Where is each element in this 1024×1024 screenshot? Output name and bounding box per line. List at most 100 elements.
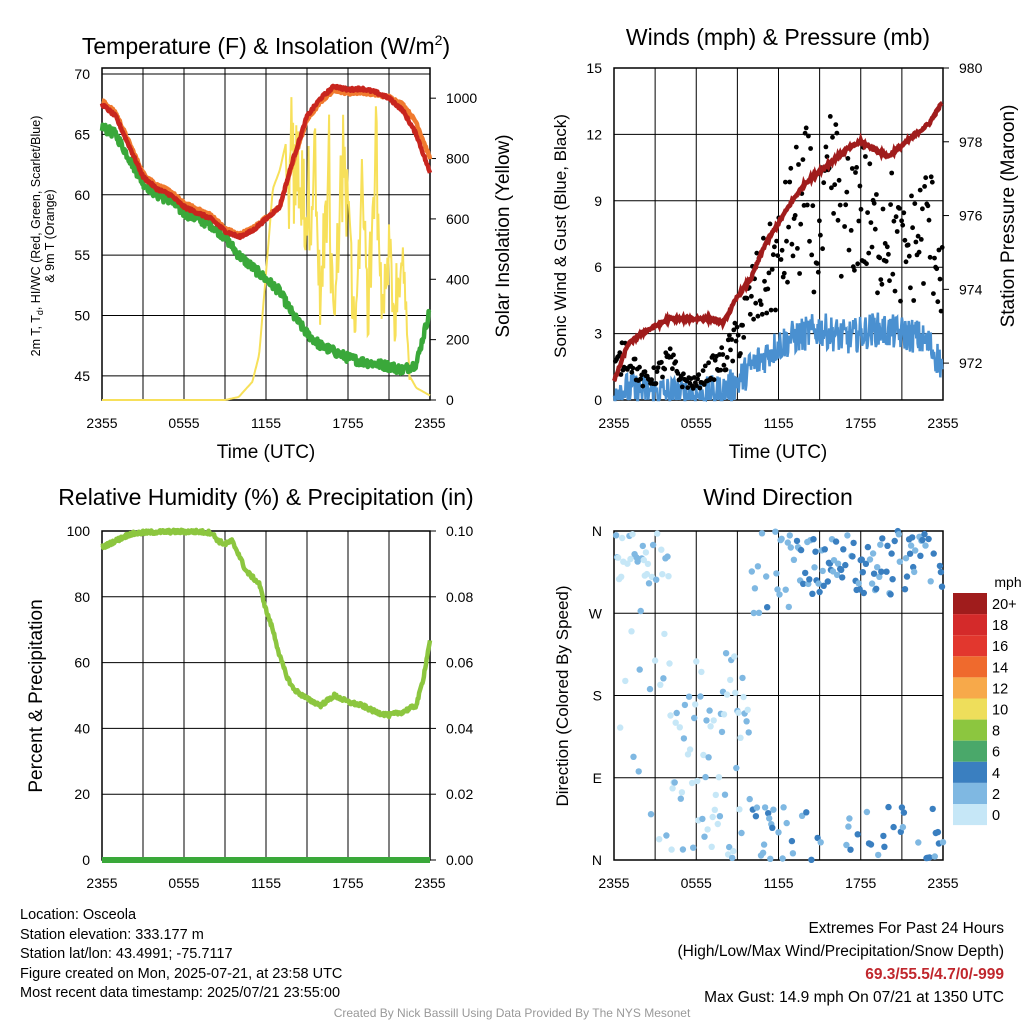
gust-point — [925, 203, 931, 209]
wind-direction-point — [895, 531, 902, 538]
legend-label: 18 — [992, 618, 1008, 634]
gust-point — [906, 253, 912, 259]
wind-direction-point — [784, 539, 791, 546]
wind-direction-point — [770, 806, 777, 813]
gust-point — [920, 206, 925, 212]
wind-direction-point — [858, 556, 865, 563]
wind-direction-point — [688, 779, 696, 787]
gust-point — [800, 157, 806, 163]
gust-point — [803, 125, 809, 131]
wind-direction-point — [854, 831, 861, 838]
wind-direction-point — [678, 789, 686, 796]
gust-point — [642, 369, 648, 375]
wind-direction-point — [786, 532, 793, 539]
gust-point — [706, 360, 711, 366]
wind-direction-point — [740, 693, 747, 701]
legend-swatch — [953, 804, 987, 826]
gust-point — [888, 202, 893, 208]
y-tick-label: 3 — [594, 326, 602, 342]
wind-direction-point — [868, 580, 876, 587]
gust-point — [877, 255, 883, 261]
wind-direction-point — [860, 589, 867, 597]
wind-direction-point — [657, 681, 664, 688]
gust-point — [679, 384, 685, 390]
wind-direction-point — [937, 568, 945, 576]
most-recent-timestamp: Most recent data timestamp: 2025/07/21 2… — [20, 985, 341, 1001]
wind-direction-point — [798, 812, 806, 819]
gust-point — [766, 270, 772, 276]
gust-point — [916, 249, 922, 255]
gust-point — [671, 352, 676, 358]
wind-direction-point — [630, 753, 637, 760]
wind-direction-point — [753, 804, 761, 811]
gust-point — [871, 200, 877, 206]
wind-direction-point — [627, 555, 634, 563]
gust-point — [809, 252, 815, 258]
gust-point — [897, 206, 902, 211]
wind-direction-point — [911, 568, 918, 576]
wind-direction-point — [672, 719, 679, 726]
gust-point — [651, 365, 657, 371]
wind-direction-point — [845, 823, 852, 830]
y-tick-label: E — [593, 770, 602, 786]
wind-direction-point — [889, 576, 896, 583]
x-tick-label: 2355 — [927, 875, 958, 891]
legend-swatch — [953, 782, 987, 804]
x-tick-label: 2355 — [927, 415, 958, 431]
gust-point — [741, 335, 747, 340]
gust-point — [630, 365, 636, 371]
wind-direction-point — [733, 764, 740, 772]
wind-direction-point — [731, 653, 738, 660]
right-tick-label: 1000 — [446, 90, 477, 106]
legend-label: 10 — [992, 703, 1008, 719]
wind-direction-point — [660, 675, 667, 682]
y-tick-label: N — [592, 852, 602, 868]
wind-direction-point — [643, 570, 651, 578]
wind-direction-point — [776, 591, 783, 598]
wind-direction-point — [656, 836, 663, 843]
gust-point — [788, 165, 794, 171]
y-tick-label: 55 — [74, 247, 90, 263]
gust-point — [864, 261, 869, 267]
wind-direction-point — [919, 536, 926, 544]
gust-point — [856, 218, 862, 224]
gust-point — [685, 385, 691, 390]
gust-point — [827, 114, 833, 119]
winds-panel: Winds (mph) & Pressure (mb) Sonic Wind &… — [551, 24, 1019, 463]
wind-direction-panel: Wind Direction Direction (Colored By Spe… — [553, 484, 1022, 891]
wind-direction-point — [743, 718, 750, 725]
wind-direction-point — [764, 604, 771, 611]
wind-direction-point — [614, 554, 622, 561]
gust-point — [857, 183, 863, 189]
winds-left-axis-label: Sonic Wind & Gust (Blue, Black) — [551, 114, 570, 358]
gust-point — [730, 358, 736, 364]
gust-point — [733, 338, 739, 344]
humidity-line — [100, 527, 433, 720]
wind-direction-point — [639, 542, 646, 550]
gust-point — [834, 130, 840, 136]
gust-point — [790, 253, 796, 259]
gust-point — [853, 170, 858, 175]
wind-direction-point — [809, 590, 816, 597]
x-tick-label: 0555 — [168, 415, 199, 431]
wind-direction-point — [846, 815, 853, 822]
gust-point — [781, 270, 787, 276]
gust-point — [852, 267, 857, 273]
gust-point — [858, 206, 864, 212]
wind-direction-point — [834, 560, 842, 567]
wind-direction-point — [698, 668, 705, 676]
wind-direction-point — [661, 630, 668, 638]
gust-point — [637, 364, 642, 370]
gust-point — [898, 298, 903, 304]
wind-direction-point — [773, 570, 780, 577]
gust-point — [670, 366, 675, 372]
gust-point — [769, 267, 775, 272]
wind-direction-point — [690, 844, 697, 851]
gust-point — [807, 238, 812, 244]
y-tick-label: 60 — [74, 187, 90, 203]
gust-point — [912, 201, 918, 207]
wind-direction-point — [765, 810, 772, 817]
x-tick-label: 0555 — [168, 875, 199, 891]
x-tick-label: 1755 — [845, 415, 876, 431]
gust-point — [824, 154, 830, 160]
